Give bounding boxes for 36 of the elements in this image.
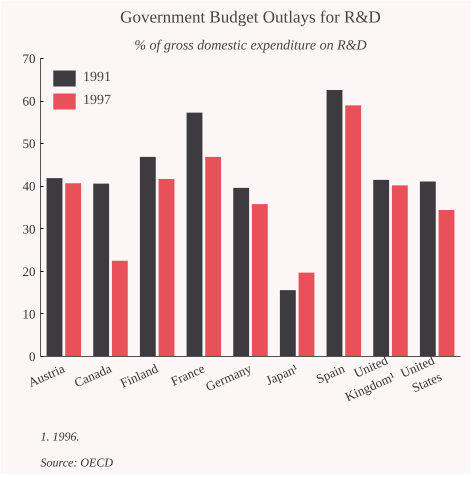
x-tick-label: Canada xyxy=(72,360,114,390)
bar xyxy=(93,184,110,356)
bar xyxy=(280,290,296,356)
x-tick-label: France xyxy=(168,360,208,389)
bar xyxy=(158,178,174,356)
y-tick-label: 70 xyxy=(22,51,36,66)
y-tick-label: 40 xyxy=(22,178,36,194)
bar xyxy=(438,210,454,356)
legend-label: 1991 xyxy=(83,70,111,86)
x-tick-label: United States xyxy=(398,352,444,396)
y-tick-label: 10 xyxy=(22,306,36,322)
y-tick-label: 20 xyxy=(22,264,36,279)
legend-label: 1997 xyxy=(83,93,111,109)
bar xyxy=(373,180,390,356)
bar xyxy=(205,156,222,356)
bar xyxy=(233,188,250,356)
x-tick-label: Spain xyxy=(314,360,348,386)
bar xyxy=(252,204,268,356)
x-tick-label: Japan¹ xyxy=(264,360,300,388)
y-tick-label: 60 xyxy=(22,94,36,109)
bar xyxy=(112,260,128,356)
y-tick-label: 50 xyxy=(22,136,36,152)
bar xyxy=(326,90,342,356)
text: 1. 1996. xyxy=(40,430,80,444)
y-tick-label: 30 xyxy=(22,221,36,236)
source-note: Source: OECD xyxy=(40,456,114,470)
bar xyxy=(392,185,408,356)
bar xyxy=(65,183,82,356)
bar xyxy=(345,105,362,356)
bar xyxy=(140,156,156,356)
bar xyxy=(420,182,436,356)
bar xyxy=(46,178,62,356)
bar xyxy=(298,272,314,356)
bar xyxy=(186,112,202,356)
chart-subtitle: % of gross domestic expenditure on R&D xyxy=(134,38,367,54)
chart-title: Government Budget Outlays for R&D xyxy=(120,8,381,26)
